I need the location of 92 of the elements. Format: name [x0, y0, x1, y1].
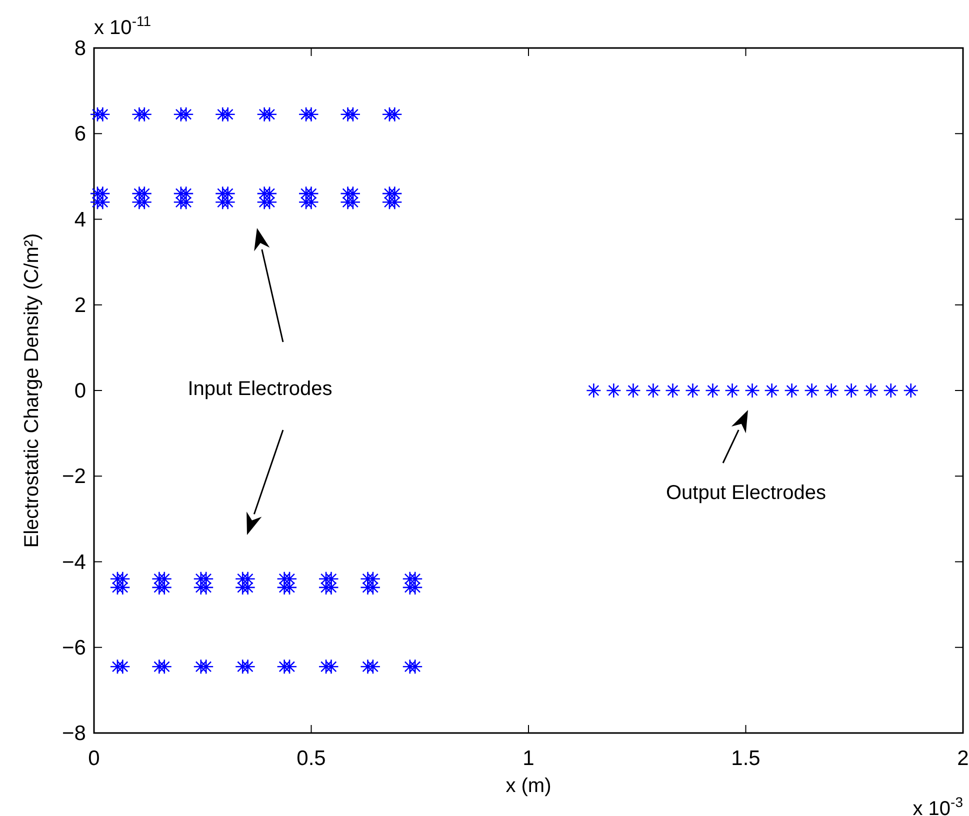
point	[178, 194, 194, 210]
point	[824, 382, 839, 398]
text: x 10$^{-11}$	[94, 13, 152, 39]
point	[156, 571, 172, 587]
point	[784, 382, 800, 398]
x-tick-label: 2	[957, 747, 969, 770]
point	[262, 194, 278, 210]
point	[304, 106, 319, 122]
point	[156, 580, 172, 596]
point	[324, 580, 339, 596]
point	[304, 194, 319, 210]
y-tick-label: 4	[74, 208, 86, 232]
point	[220, 106, 236, 122]
point	[903, 382, 919, 398]
point	[407, 580, 423, 596]
point	[365, 580, 381, 596]
point	[256, 186, 272, 202]
point	[276, 580, 292, 596]
x-tick-label: 1	[522, 747, 534, 770]
point	[606, 382, 622, 398]
point	[304, 186, 319, 202]
point	[407, 571, 423, 587]
point	[705, 382, 720, 398]
y-tick-label: 0	[74, 380, 86, 402]
point	[136, 186, 152, 202]
point	[407, 658, 423, 674]
point	[136, 194, 152, 210]
point	[744, 382, 760, 398]
point	[724, 382, 740, 398]
point	[240, 658, 256, 674]
point	[95, 186, 110, 202]
y-tick-label: −2	[62, 465, 86, 488]
point	[240, 580, 256, 596]
point	[220, 186, 236, 202]
point	[365, 658, 381, 674]
point	[132, 106, 147, 122]
x-tick-label: 1.5	[731, 747, 760, 770]
point	[178, 186, 194, 202]
y-tick-label: −8	[62, 722, 86, 745]
point	[764, 382, 780, 398]
point	[132, 194, 147, 210]
point	[262, 106, 278, 122]
y-axis-title: Electrostatic Charge Density (C/m²)	[21, 233, 43, 548]
annotation: Input Electrodes	[188, 378, 332, 400]
point	[198, 658, 214, 674]
annotation: Output Electrodes	[666, 482, 826, 504]
point	[360, 580, 376, 596]
point	[136, 106, 152, 122]
y-tick-label: 6	[74, 122, 86, 146]
point	[387, 194, 402, 210]
y-tick-label: 8	[74, 37, 86, 60]
point	[863, 382, 879, 398]
y-tick-label: −6	[62, 636, 86, 660]
x-axis-title: x (m)	[506, 775, 552, 797]
point	[115, 658, 130, 674]
point	[324, 658, 339, 674]
point	[804, 382, 820, 398]
point	[340, 194, 356, 210]
point	[345, 106, 361, 122]
point	[360, 658, 376, 674]
point	[95, 194, 110, 210]
point	[198, 580, 214, 596]
point	[883, 382, 899, 398]
point	[115, 580, 130, 596]
point	[340, 106, 356, 122]
point	[365, 571, 381, 587]
point	[387, 106, 402, 122]
point	[646, 382, 661, 398]
y-tick-label: 2	[74, 294, 86, 317]
point	[256, 106, 272, 122]
x-tick-label: 0.5	[296, 747, 326, 770]
point	[178, 106, 194, 122]
point	[685, 382, 700, 398]
point	[665, 382, 680, 398]
point	[586, 382, 602, 398]
y-tick-label: −4	[62, 550, 86, 574]
point	[282, 658, 298, 674]
text: x 10$^{-3}$	[912, 794, 964, 816]
point	[626, 382, 641, 398]
point	[132, 186, 147, 202]
point	[220, 194, 236, 210]
point	[387, 186, 402, 202]
point	[340, 186, 356, 202]
point	[95, 106, 110, 122]
point	[282, 580, 298, 596]
point	[844, 382, 859, 398]
point	[276, 658, 292, 674]
point	[345, 194, 361, 210]
point	[282, 571, 298, 587]
point	[256, 194, 272, 210]
point	[156, 658, 172, 674]
point	[198, 571, 214, 587]
